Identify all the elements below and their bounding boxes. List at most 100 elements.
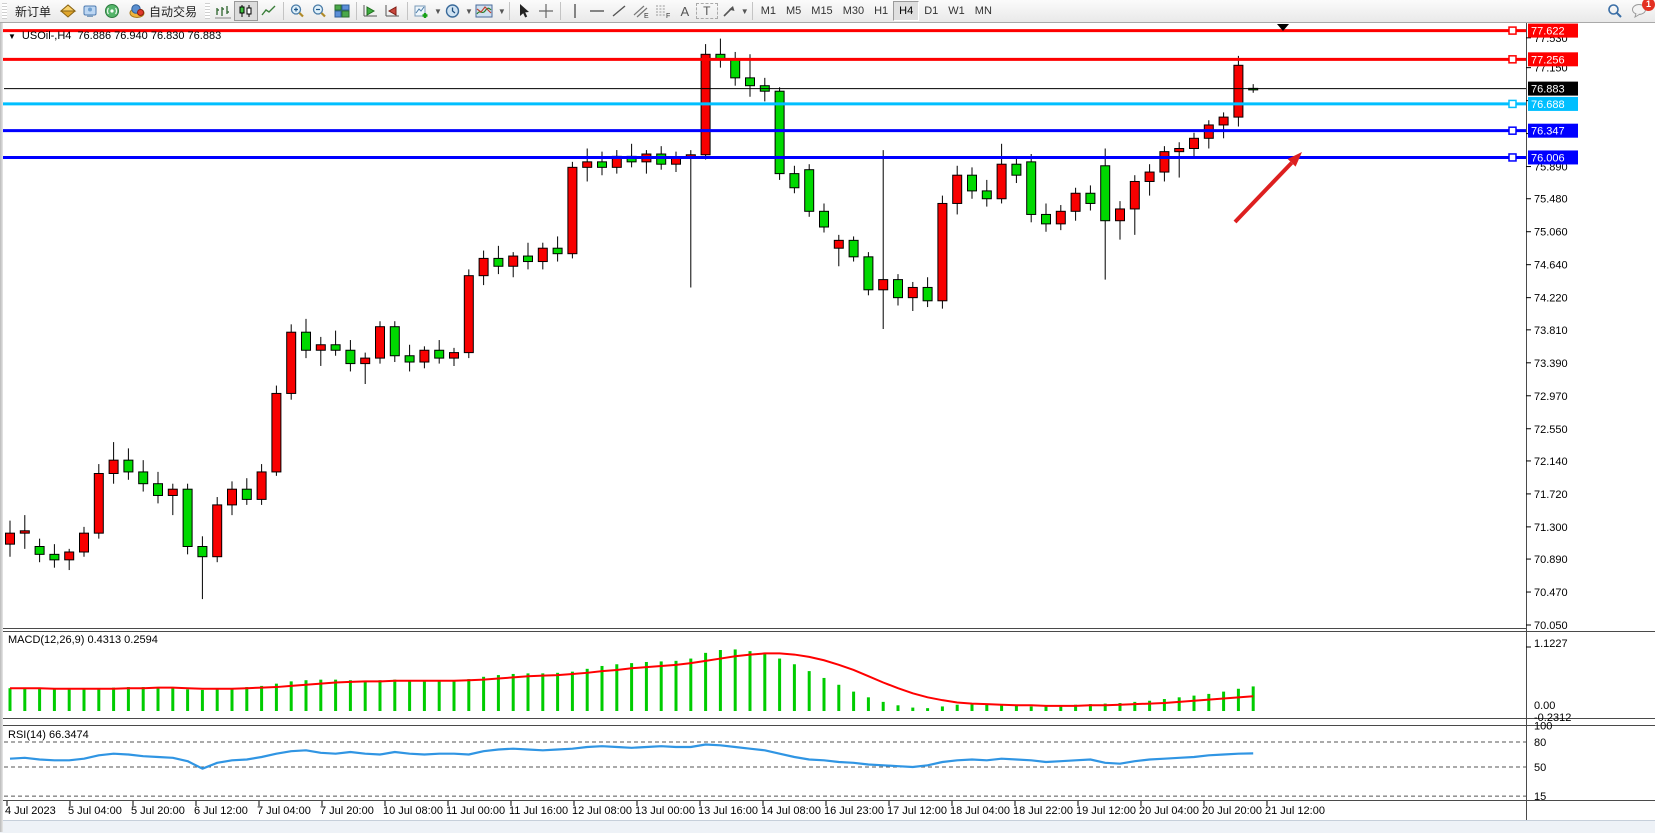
macd-histogram-bar — [511, 673, 515, 711]
vertical-line-tool[interactable] — [564, 1, 586, 21]
fibonacci-tool[interactable]: F — [652, 1, 674, 21]
new-order-button[interactable]: 新订单 — [15, 4, 52, 19]
toolbar-grip[interactable] — [2, 3, 7, 19]
tf-m5[interactable]: M5 — [786, 5, 802, 17]
candle-body-bull — [1115, 208, 1125, 222]
zoom-out-icon — [312, 4, 326, 18]
candle-body-bear — [552, 247, 563, 255]
templates-button[interactable] — [473, 1, 497, 21]
hline-handle[interactable] — [1508, 126, 1517, 135]
macd-histogram-bar — [1133, 701, 1137, 711]
candle-body-bear — [1100, 165, 1111, 222]
price-badge-label: 76.006 — [1531, 152, 1565, 164]
market-watch-icon[interactable] — [57, 1, 79, 21]
candle-body-bull — [256, 471, 267, 500]
macd-zero-label: 0.00 — [1534, 700, 1555, 712]
candle-body-bull — [79, 532, 89, 553]
tf-d1[interactable]: D1 — [924, 5, 939, 17]
toolbar-grip[interactable] — [205, 3, 211, 19]
notifications-button[interactable]: 1 — [1631, 0, 1655, 21]
time-tick-label: 20 Jul 04:00 — [1139, 805, 1199, 817]
auto-scroll-button[interactable] — [360, 1, 382, 21]
search-icon[interactable] — [1607, 3, 1623, 19]
price-badge — [1528, 123, 1578, 138]
time-tick-label: 21 Jul 12:00 — [1265, 805, 1325, 817]
price-badge-label: 76.883 — [1531, 84, 1565, 96]
templates-dropdown-caret[interactable]: ▼ — [497, 6, 506, 16]
line-chart-button[interactable] — [258, 1, 280, 21]
window-bottom-strip — [0, 820, 1655, 833]
macd-histogram-bar — [1118, 703, 1122, 711]
candle-body-bull — [1233, 64, 1244, 118]
zoom-in-button[interactable] — [287, 1, 309, 21]
chart-shift-button[interactable] — [382, 1, 404, 21]
periods-dropdown-caret[interactable]: ▼ — [464, 6, 473, 16]
tf-w1[interactable]: W1 — [948, 5, 965, 17]
macd-histogram-bar — [274, 683, 278, 711]
hline-handle[interactable] — [1508, 55, 1517, 64]
candle-body-bear — [745, 77, 755, 87]
macd-histogram-bar — [940, 706, 944, 711]
tf-m30[interactable]: M30 — [842, 5, 865, 17]
tf-m15[interactable]: M15 — [811, 5, 833, 17]
notification-count-badge: 1 — [1642, 0, 1655, 11]
candle-body-bull — [93, 472, 104, 534]
terminal-icon[interactable] — [79, 1, 101, 21]
cursor-arrow-icon — [519, 4, 529, 18]
time-tick-label: 5 Jul 04:00 — [68, 805, 122, 817]
channel-tool[interactable]: E — [630, 1, 652, 21]
tf-mn[interactable]: MN — [974, 5, 992, 17]
hline-handle[interactable] — [1508, 99, 1517, 109]
candle-body-bear — [123, 459, 134, 473]
indicators-button[interactable] — [411, 1, 433, 21]
chart-shift-marker[interactable] — [1277, 24, 1289, 31]
zoom-out-button[interactable] — [309, 1, 331, 21]
cursor-tool-button[interactable] — [513, 1, 535, 21]
hline-handle[interactable] — [1508, 153, 1517, 162]
crosshair-tool-button[interactable] — [535, 1, 557, 21]
periods-button[interactable] — [442, 1, 464, 21]
macd-histogram-bar — [1222, 691, 1226, 711]
tf-h1[interactable]: H1 — [874, 5, 889, 17]
macd-histogram-bar — [1014, 705, 1018, 711]
tf-m1[interactable]: M1 — [760, 5, 776, 17]
price-tick-label: 72.550 — [1534, 424, 1568, 436]
candle-body-bear — [656, 153, 667, 165]
macd-histogram-bar — [260, 685, 264, 711]
text-label-tool[interactable]: T — [695, 3, 718, 19]
macd-histogram-bar — [1103, 703, 1107, 711]
signals-icon[interactable] — [101, 1, 123, 21]
bar-chart-button[interactable] — [212, 1, 234, 21]
arrow-annotation-shaft[interactable] — [1233, 161, 1294, 224]
template-chart-icon — [475, 4, 493, 18]
candle-body-bull — [212, 504, 223, 558]
horizontal-line-tool[interactable] — [586, 1, 608, 21]
indicators-dropdown-caret[interactable]: ▼ — [434, 6, 442, 16]
candle-body-bear — [153, 483, 163, 496]
candle-body-bull — [419, 349, 430, 363]
autotrading-button[interactable]: 自动交易 — [123, 1, 203, 21]
hline-handle[interactable] — [1508, 26, 1517, 35]
candlestick-chart-button[interactable] — [234, 1, 259, 21]
price-tick-label: 74.220 — [1534, 293, 1568, 305]
price-tick-label: 70.050 — [1534, 620, 1568, 632]
tile-windows-button[interactable] — [331, 1, 353, 21]
candle-body-bear — [848, 239, 859, 258]
chart-collapse-icon[interactable]: ▼ — [8, 31, 16, 41]
arrows-dropdown-caret[interactable]: ▼ — [740, 6, 749, 16]
tf-h4[interactable]: H4 — [893, 1, 920, 21]
macd-histogram-bar — [1074, 704, 1078, 711]
price-tick-label: 73.810 — [1534, 325, 1568, 337]
candle-body-bear — [1085, 192, 1096, 204]
candle-body-bear — [774, 90, 785, 175]
candle-body-bear — [863, 256, 874, 291]
arrow-annotation-head[interactable] — [1287, 152, 1302, 167]
time-tick-label: 10 Jul 08:00 — [383, 805, 443, 817]
arrows-tool[interactable] — [718, 1, 740, 21]
macd-histogram-bar — [615, 664, 619, 711]
main-toolbar: 新订单 自动交易 — [0, 0, 1655, 23]
candle-body-bear — [967, 174, 977, 192]
trendline-tool[interactable] — [608, 1, 630, 21]
time-tick-label: 17 Jul 12:00 — [887, 805, 947, 817]
text-tool[interactable]: A — [680, 3, 690, 19]
